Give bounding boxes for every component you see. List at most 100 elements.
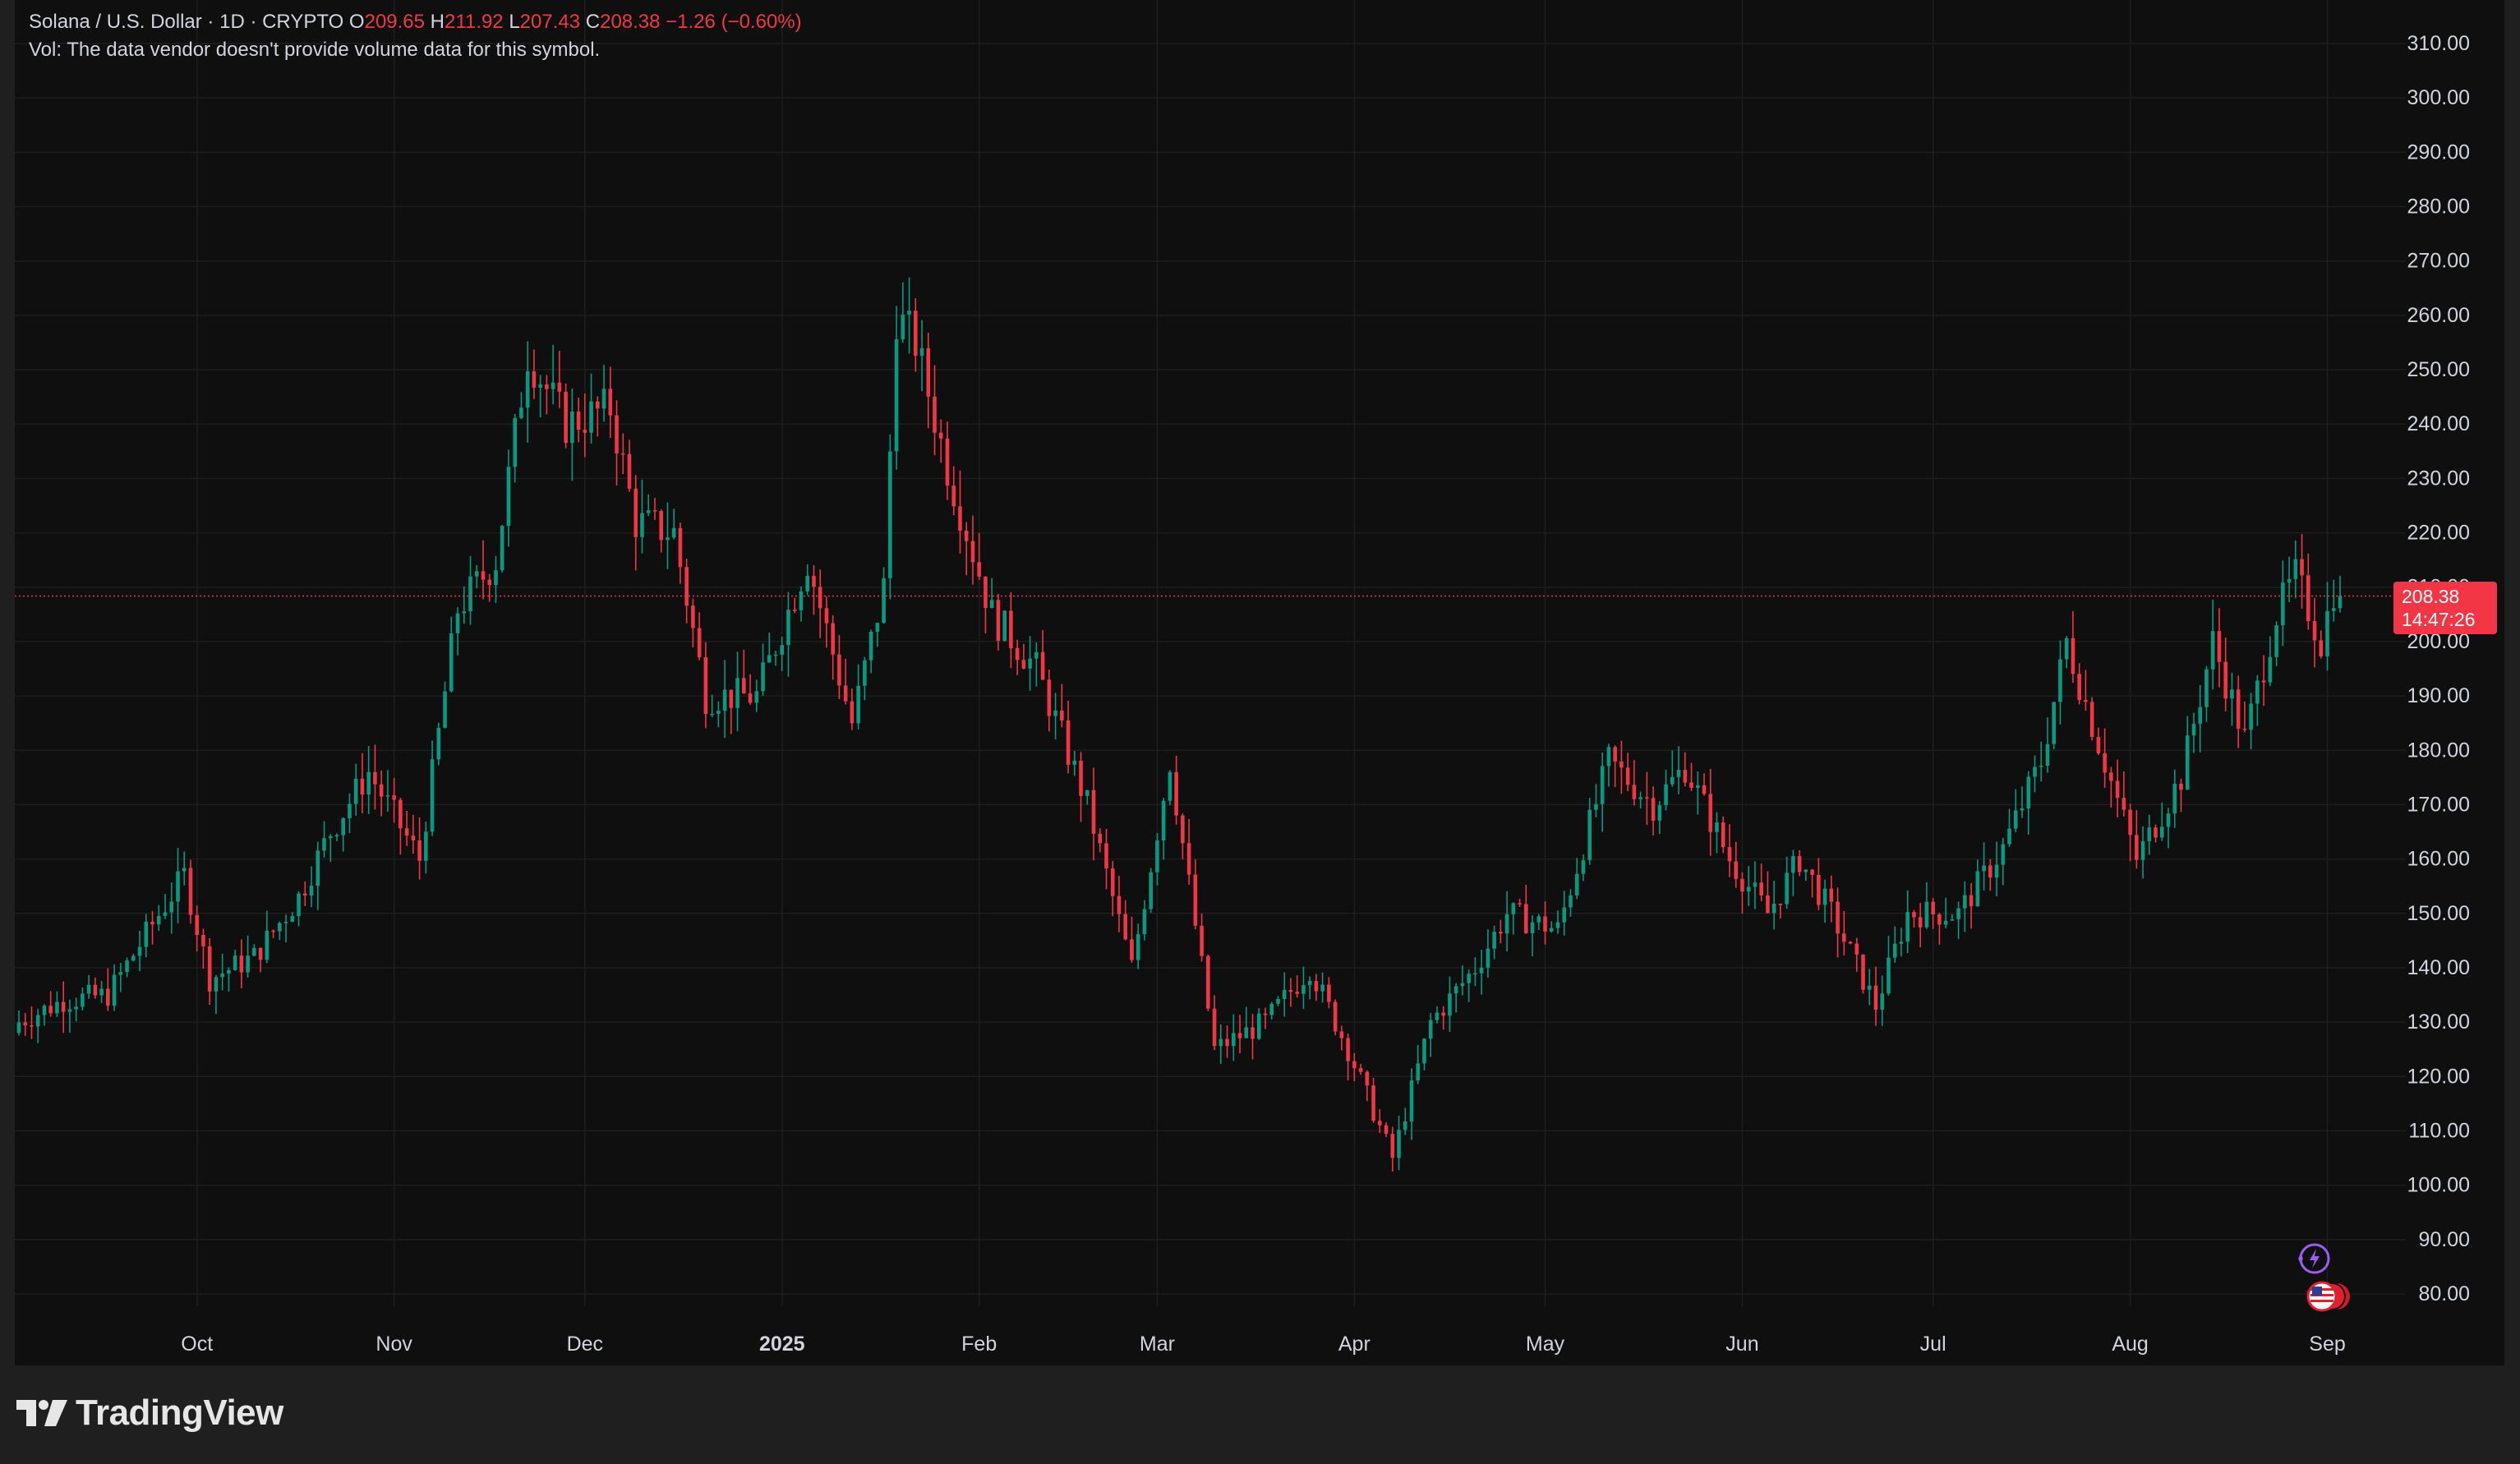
candle-body [1562, 907, 1567, 923]
candle-body [1295, 992, 1299, 994]
candle-body [1555, 922, 1560, 928]
candle-body [2121, 798, 2126, 810]
candle-body [392, 795, 396, 800]
candle-body [366, 771, 371, 795]
candle-body [2223, 661, 2227, 699]
symbol-title[interactable]: Solana / U.S. Dollar · 1D · CRYPTO [29, 11, 344, 33]
candle-body [1288, 990, 1293, 992]
candle-body [258, 947, 263, 960]
candle-body [1181, 815, 1185, 844]
candle-body [894, 338, 899, 452]
tradingview-logo-icon [16, 1400, 67, 1426]
candle-body [837, 654, 841, 686]
candle-body [958, 506, 962, 531]
candle-body [316, 850, 320, 886]
time-axis[interactable]: Oct Nov Dec 2025 Feb Mar Apr May Jun Jul Aug Sep [181, 1333, 2346, 1356]
candle-body [239, 955, 244, 973]
candle-body [2013, 810, 2018, 829]
candle-body [207, 946, 212, 992]
candle-body [742, 678, 746, 694]
candle-body [2045, 744, 2050, 767]
y-tick-label: 310.00 [2407, 32, 2470, 55]
candle-body [914, 311, 918, 356]
price-axis[interactable]: 310.00 300.00 290.00 280.00 270.00 260.00 250.… [2407, 32, 2470, 1305]
candle-body [888, 451, 892, 578]
candle-body [1518, 903, 1522, 905]
candle-body [106, 988, 110, 1006]
candle-body [2096, 736, 2101, 753]
candle-body [86, 984, 91, 994]
candle-body [1110, 868, 1115, 896]
candle-body [1778, 903, 1783, 905]
candle-body [1842, 933, 1846, 942]
candle-body [182, 868, 187, 872]
tradingview-logo[interactable]: TradingView [16, 1390, 283, 1436]
candle-body [2325, 610, 2329, 656]
candle-body [271, 930, 275, 932]
candle-body [1785, 872, 1789, 905]
candlestick-chart[interactable]: 310.00 300.00 290.00 280.00 270.00 260.00 250.… [15, 0, 2504, 1365]
candle-body [67, 1009, 72, 1012]
candle-body [786, 610, 790, 646]
candle-body [1530, 922, 1535, 933]
candle-body [856, 685, 860, 724]
candle-body [2103, 753, 2107, 773]
chart-area[interactable]: 310.00 300.00 290.00 280.00 270.00 260.00 250.… [15, 0, 2504, 1365]
candle-body [1339, 1031, 1344, 1038]
x-tick-label: Jun [1725, 1333, 1758, 1356]
candle-body [214, 977, 219, 992]
candle-body [1664, 784, 1668, 806]
candle-body [1378, 1121, 1382, 1126]
y-tick-label: 190.00 [2407, 684, 2470, 707]
y-tick-label: 120.00 [2407, 1065, 2470, 1088]
candle-body [487, 579, 492, 586]
candle-body [506, 467, 511, 527]
candle-body [2255, 680, 2260, 704]
candle-body [2089, 702, 2094, 737]
lightning-icon[interactable] [2295, 1241, 2331, 1277]
candle-body [227, 969, 231, 974]
candle-body [868, 632, 873, 661]
candle-body [1536, 916, 1541, 923]
candle-body [1937, 914, 1942, 925]
candle-body [1015, 647, 1020, 661]
candle-body [297, 893, 301, 917]
candle-body [1053, 710, 1057, 716]
candle-body [1867, 985, 1872, 990]
candle-body [863, 660, 867, 686]
candle-body [2242, 729, 2247, 730]
candle-body [2338, 596, 2343, 609]
candle-body [2140, 840, 2145, 860]
candle-body [302, 893, 307, 896]
x-tick-label: Nov [375, 1333, 412, 1356]
candle-body [1797, 855, 1802, 872]
candle-body [1371, 1085, 1375, 1121]
candle-body [684, 567, 689, 606]
candle-body [188, 868, 193, 915]
candle-body [2166, 813, 2171, 827]
candle-body [2191, 724, 2196, 736]
us-flag-icon[interactable] [2301, 1278, 2353, 1314]
candle-body [474, 571, 479, 577]
candle-body [761, 662, 765, 692]
candle-body [1117, 895, 1122, 914]
candle-body [850, 701, 855, 724]
candle-body [411, 836, 416, 840]
candle-body [81, 993, 85, 1007]
candle-body [1600, 766, 1605, 804]
candle-body [691, 605, 695, 628]
candle-body [652, 510, 657, 512]
candle-body [1320, 984, 1324, 992]
candle-body [1091, 790, 1096, 834]
candle-body [1200, 925, 1204, 956]
x-tick-label: Sep [2309, 1333, 2345, 1356]
candle-body [812, 575, 816, 587]
candle-body [385, 795, 390, 797]
candle-body [500, 526, 504, 571]
candle-body [2300, 559, 2304, 576]
candle-body [176, 871, 180, 902]
candle-body [1587, 809, 1592, 860]
candle-body [2135, 835, 2139, 860]
candle-body [1950, 918, 1955, 921]
candle-body [1066, 720, 1071, 765]
